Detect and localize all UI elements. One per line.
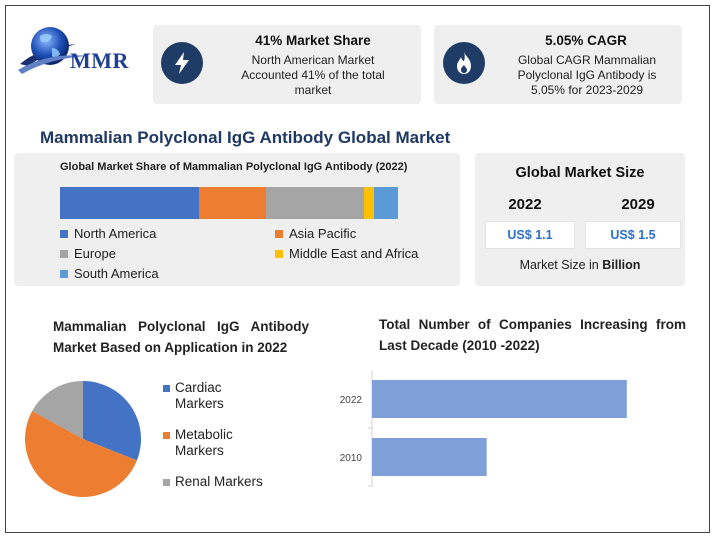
legend-label: Metabolic Markers	[175, 427, 233, 458]
main-title: Mammalian Polyclonal IgG Antibody Global…	[40, 128, 451, 147]
legend-label: South America	[74, 266, 159, 281]
market-share-panel	[14, 153, 460, 286]
share-chart-title: Global Market Share of Mammalian Polyclo…	[60, 161, 408, 173]
legend-swatch	[163, 479, 170, 486]
share-segment-europe	[266, 187, 365, 219]
lightning-icon	[161, 42, 203, 84]
flame-icon	[443, 42, 485, 84]
legend-swatch	[60, 269, 68, 278]
legend-swatch	[163, 385, 170, 392]
pie-slice-metabolic-markers	[24, 411, 137, 498]
pie-slice-cardiac-markers	[83, 381, 141, 461]
share-legend-item: South America	[60, 266, 159, 281]
y-tick-label: 2022	[340, 395, 363, 406]
legend-swatch	[60, 249, 68, 258]
infographic-frame	[5, 5, 710, 533]
share-legend-item: Europe	[60, 246, 116, 261]
year-2029: 2029	[621, 196, 655, 213]
mmr-logo: MMR	[18, 22, 146, 82]
legend-swatch	[275, 249, 283, 258]
share-segment-north-america	[60, 187, 199, 219]
market-size-note: Market Size in Billion	[519, 258, 641, 272]
pie-legend-item: Renal Markers	[163, 474, 273, 490]
share-stacked-bar	[60, 187, 398, 219]
y-tick-label: 2010	[340, 453, 363, 464]
market-size-title: Global Market Size	[515, 165, 645, 181]
share-segment-middle-east-and-africa	[364, 187, 375, 219]
year-2022: 2022	[508, 196, 542, 213]
application-chart-title: Mammalian Polyclonal IgG Antibody Market…	[53, 319, 309, 355]
pie-legend-item: Metabolic Markers	[163, 427, 273, 459]
pie-legend-item: Cardiac Markers	[163, 380, 273, 412]
legend-label: Europe	[74, 246, 116, 261]
market-share-card: 41% Market Share North American Market A…	[153, 25, 421, 104]
share-legend-item: Middle East and Africa	[275, 246, 418, 261]
companies-bar-2022	[372, 380, 627, 418]
companies-chart-title: Total Number of Companies Increasing fro…	[379, 317, 686, 353]
pie-slice-renal-markers	[32, 381, 83, 439]
cagr-title: 5.05% CAGR	[545, 33, 627, 48]
companies-bar-2010	[372, 438, 487, 476]
market-share-title: 41% Market Share	[255, 33, 371, 48]
companies-bar-chart: 2022 2010	[340, 370, 627, 487]
value-2022: US$ 1.1	[485, 221, 575, 249]
application-pie-legend: Cardiac Markers Metabolic Markers Renal Ma…	[163, 380, 273, 505]
legend-label: North America	[74, 226, 157, 241]
share-legend: North America Asia Pacific Europe Middle Ea…	[60, 226, 450, 286]
share-segment-south-america	[374, 187, 398, 219]
legend-label: Cardiac Markers	[175, 380, 224, 411]
value-2029: US$ 1.5	[585, 221, 681, 249]
market-size-panel: Global Market Size 2022 2029 US$ 1.1 US$…	[475, 153, 685, 286]
share-segment-asia-pacific	[198, 187, 267, 219]
legend-swatch	[60, 229, 68, 238]
market-share-text: North American Market Accounted 41% of t…	[241, 53, 385, 97]
legend-label: Middle East and Africa	[289, 246, 419, 261]
legend-label: Asia Pacific	[289, 226, 357, 241]
share-legend-item: Asia Pacific	[275, 226, 356, 241]
application-pie-chart	[24, 381, 141, 498]
legend-swatch	[163, 432, 170, 439]
legend-label: Renal Markers	[175, 474, 263, 489]
share-legend-item: North America	[60, 226, 156, 241]
logo-text: MMR	[70, 48, 129, 73]
cagr-text: Global CAGR Mammalian Polyclonal IgG Ant…	[517, 53, 657, 97]
legend-swatch	[275, 229, 283, 238]
cagr-card: 5.05% CAGR Global CAGR Mammalian Polyclo…	[434, 25, 682, 104]
